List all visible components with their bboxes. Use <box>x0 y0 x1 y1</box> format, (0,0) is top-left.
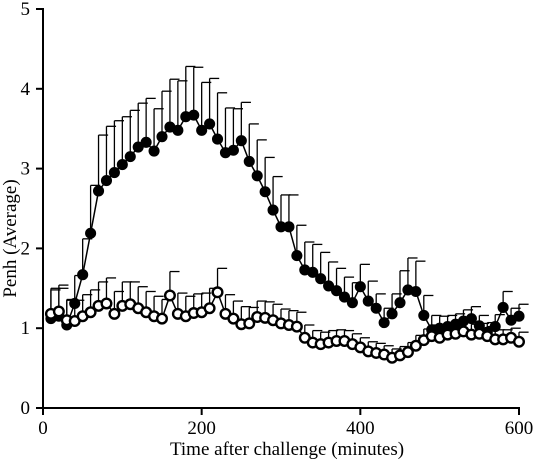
data-point-series-1 <box>418 309 430 321</box>
data-point-series-1 <box>267 204 279 216</box>
data-point-series-1 <box>108 167 120 179</box>
data-point-series-1 <box>251 170 263 182</box>
y-tick-label: 2 <box>21 238 31 259</box>
data-point-series-1 <box>124 151 136 163</box>
data-point-series-1 <box>227 144 239 156</box>
data-point-series-1 <box>362 295 374 307</box>
x-tick-label: 600 <box>505 418 534 439</box>
data-point-series-1 <box>132 141 144 153</box>
data-point-series-1 <box>77 269 89 281</box>
data-point-series-1 <box>338 291 351 303</box>
data-point-series-2 <box>52 305 65 318</box>
data-point-series-1 <box>188 109 200 121</box>
data-point-series-1 <box>156 131 168 143</box>
data-point-series-1 <box>243 155 255 167</box>
x-tick-label: 0 <box>38 418 48 439</box>
data-point-series-1 <box>465 313 477 325</box>
y-tick-label: 4 <box>21 79 31 100</box>
x-axis-title: Time after challenge (minutes) <box>170 439 404 460</box>
data-point-series-1 <box>92 185 105 197</box>
data-point-series-1 <box>330 285 343 297</box>
data-point-series-1 <box>307 266 319 278</box>
data-point-series-1 <box>315 273 327 285</box>
data-point-series-2 <box>84 306 97 319</box>
x-tick-label: 400 <box>346 418 375 439</box>
y-tick-label: 0 <box>21 398 31 419</box>
data-point-series-1 <box>100 175 113 187</box>
data-point-series-1 <box>172 124 184 136</box>
data-point-series-1 <box>283 221 295 233</box>
data-point-series-1 <box>140 136 152 148</box>
data-point-series-2 <box>211 286 224 299</box>
data-point-series-1 <box>386 308 398 320</box>
data-point-series-2 <box>203 302 216 315</box>
data-point-series-1 <box>378 317 390 329</box>
data-point-series-1 <box>148 145 160 157</box>
data-point-series-2 <box>513 335 526 348</box>
axes <box>42 8 520 409</box>
data-point-series-1 <box>196 124 208 136</box>
y-tick-label: 1 <box>21 318 31 339</box>
data-point-series-1 <box>235 135 247 147</box>
data-point-series-1 <box>116 159 128 171</box>
data-points <box>44 109 526 364</box>
data-point-series-1 <box>354 281 366 293</box>
data-point-series-1 <box>211 133 224 145</box>
data-point-series-1 <box>394 297 406 309</box>
data-point-series-2 <box>108 307 121 320</box>
data-point-series-1 <box>497 301 509 314</box>
data-point-series-2 <box>227 312 240 325</box>
ticks: 0 1 2 3 4 5 0 200 400 600 <box>21 0 534 439</box>
data-point-series-1 <box>85 227 97 239</box>
data-point-series-1 <box>346 297 358 309</box>
data-point-series-2 <box>155 312 168 325</box>
y-tick-label: 3 <box>21 159 31 180</box>
data-point-series-2 <box>290 320 303 333</box>
data-point-series-2 <box>243 317 256 330</box>
data-point-series-1 <box>370 302 382 314</box>
data-point-series-1 <box>410 285 422 298</box>
data-point-series-2 <box>100 297 113 310</box>
error-bars <box>50 65 529 358</box>
data-point-series-1 <box>513 310 525 322</box>
data-point-series-2 <box>401 346 414 359</box>
data-point-series-2 <box>163 289 176 302</box>
y-axis-title: Penh (Average) <box>0 179 21 297</box>
data-point-series-1 <box>489 321 501 333</box>
data-point-series-1 <box>69 297 81 310</box>
y-tick-label: 5 <box>21 0 31 20</box>
x-tick-label: 200 <box>187 418 216 439</box>
data-point-series-1 <box>323 280 335 292</box>
data-point-series-1 <box>291 250 303 262</box>
data-point-series-1 <box>259 186 271 198</box>
data-point-series-2 <box>409 339 422 352</box>
data-point-series-1 <box>204 118 216 130</box>
